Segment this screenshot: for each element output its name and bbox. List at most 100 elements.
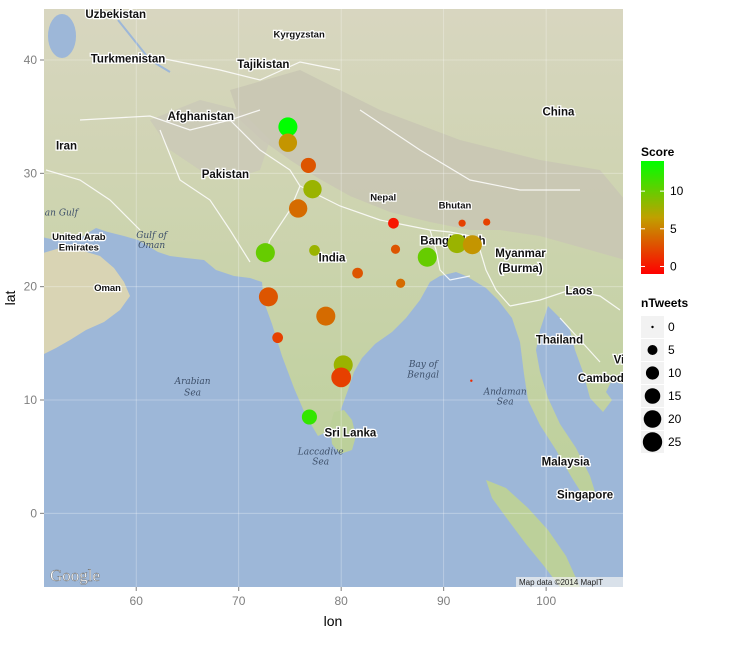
data-point: [390, 244, 401, 254]
landmass-arabia: [44, 248, 130, 354]
data-point: [483, 218, 491, 226]
ntweets-key-label: 20: [668, 412, 682, 426]
ntweets-key-label: 5: [668, 343, 675, 357]
x-tick-label: 60: [130, 594, 144, 608]
map-label: Sea: [184, 388, 201, 398]
attribution-bg: [516, 577, 623, 587]
map-label: Oman: [94, 283, 121, 294]
ntweets-legend-title: nTweets: [641, 296, 688, 310]
score-legend-title: Score: [641, 145, 675, 159]
data-point: [316, 306, 336, 326]
map-label: (Burma): [498, 263, 542, 275]
map-label: Cambodi: [578, 373, 627, 385]
ntweets-key-dot: [651, 325, 654, 329]
data-point: [396, 278, 406, 288]
ntweets-key-dot: [645, 366, 660, 380]
map-attribution: Map data ©2014 MapIT: [519, 578, 603, 587]
map-label: Laccadive: [297, 447, 344, 457]
data-point: [255, 243, 275, 263]
data-point: [301, 409, 317, 425]
ntweets-key-label: 0: [668, 320, 675, 334]
data-point: [272, 332, 284, 344]
map-label: Uzbekistan: [85, 9, 146, 21]
map-label: Iran: [56, 141, 77, 153]
map-label: Vi: [614, 355, 625, 367]
data-point: [258, 287, 278, 307]
map-label: Arabian: [174, 377, 211, 387]
x-tick-label: 80: [335, 594, 349, 608]
map-label: Gulf of: [136, 231, 168, 241]
y-tick-label: 30: [24, 166, 38, 180]
score-colorbar: [641, 161, 664, 274]
x-tick-label: 70: [232, 594, 246, 608]
landmass-sumatra: [486, 480, 580, 587]
map-label: Kyrgyzstan: [274, 29, 325, 40]
map-label: Afghanistan: [168, 111, 234, 123]
himalaya-highlands: [230, 70, 623, 260]
data-point: [278, 133, 298, 152]
map-label: India: [319, 253, 346, 265]
ntweets-key-label: 25: [668, 435, 682, 449]
data-point: [300, 157, 316, 173]
y-tick-label: 20: [24, 280, 38, 294]
data-point: [303, 180, 322, 199]
score-legend-ticks: 0 5 10: [641, 184, 684, 273]
map-label: Sea: [312, 458, 329, 468]
map-label: Sea: [497, 398, 514, 408]
data-point: [388, 217, 399, 229]
x-axis-title: lon: [324, 613, 343, 629]
map-label: Bengal: [406, 370, 439, 380]
x-axis: 60 70 80 90 100: [130, 587, 556, 608]
river: [117, 19, 171, 73]
map-label: an Gulf: [45, 208, 80, 218]
grid-lines: [44, 9, 623, 587]
map-label: Singapore: [557, 490, 613, 502]
data-point: [309, 245, 320, 256]
map-background: [44, 9, 623, 587]
ntweets-key-dot: [647, 344, 658, 356]
map-label: United Arab: [52, 232, 106, 243]
map-label: Pakistan: [202, 169, 249, 181]
map-label: Andaman: [483, 387, 527, 397]
map-label: Bhutan: [439, 200, 472, 211]
map-label: Myanmar: [495, 248, 546, 260]
ntweets-legend-keys: 0 5 10 15 20 25: [641, 316, 682, 453]
ntweets-key-label: 15: [668, 389, 682, 403]
landmass-sri-lanka: [330, 410, 356, 454]
ntweets-legend: nTweets 0 5 10 15 20 25: [641, 296, 688, 453]
map-label: Bay of: [408, 360, 439, 370]
map-label: Thailand: [536, 334, 583, 346]
map-label: Nepal: [370, 193, 396, 204]
y-tick-label: 40: [24, 53, 38, 67]
data-point: [331, 367, 352, 388]
map-label: Laos: [566, 286, 593, 298]
x-tick-label: 90: [437, 594, 451, 608]
score-legend: Score 0 5 10: [641, 145, 684, 274]
y-axis: 0 10 20 30 40: [24, 53, 44, 520]
score-tick-label: 5: [670, 222, 677, 236]
ntweets-key-dot: [643, 410, 662, 428]
data-point: [288, 199, 308, 218]
data-point: [352, 267, 363, 279]
hindukush-highlands: [150, 100, 270, 180]
map-label: Turkmenistan: [91, 53, 166, 65]
map-label: Tajikistan: [237, 59, 289, 71]
map-label: Oman: [138, 241, 165, 251]
map-label: Malaysia: [542, 457, 591, 469]
ntweets-key-label: 10: [668, 366, 682, 380]
ntweets-key-dot: [644, 388, 661, 404]
data-point: [417, 247, 437, 267]
y-axis-title: lat: [2, 291, 18, 306]
score-tick-label: 0: [670, 259, 677, 273]
y-tick-label: 10: [24, 393, 38, 407]
map-label: Emirates: [59, 242, 99, 253]
data-point: [447, 234, 467, 254]
ntweets-key-dot: [642, 432, 663, 452]
map-label: Sri Lanka: [325, 427, 377, 439]
data-point: [458, 219, 466, 227]
score-tick-label: 10: [670, 184, 684, 198]
map-label: China: [542, 107, 575, 119]
data-points: [255, 117, 491, 425]
x-tick-label: 100: [536, 594, 556, 608]
y-tick-label: 0: [30, 506, 37, 520]
